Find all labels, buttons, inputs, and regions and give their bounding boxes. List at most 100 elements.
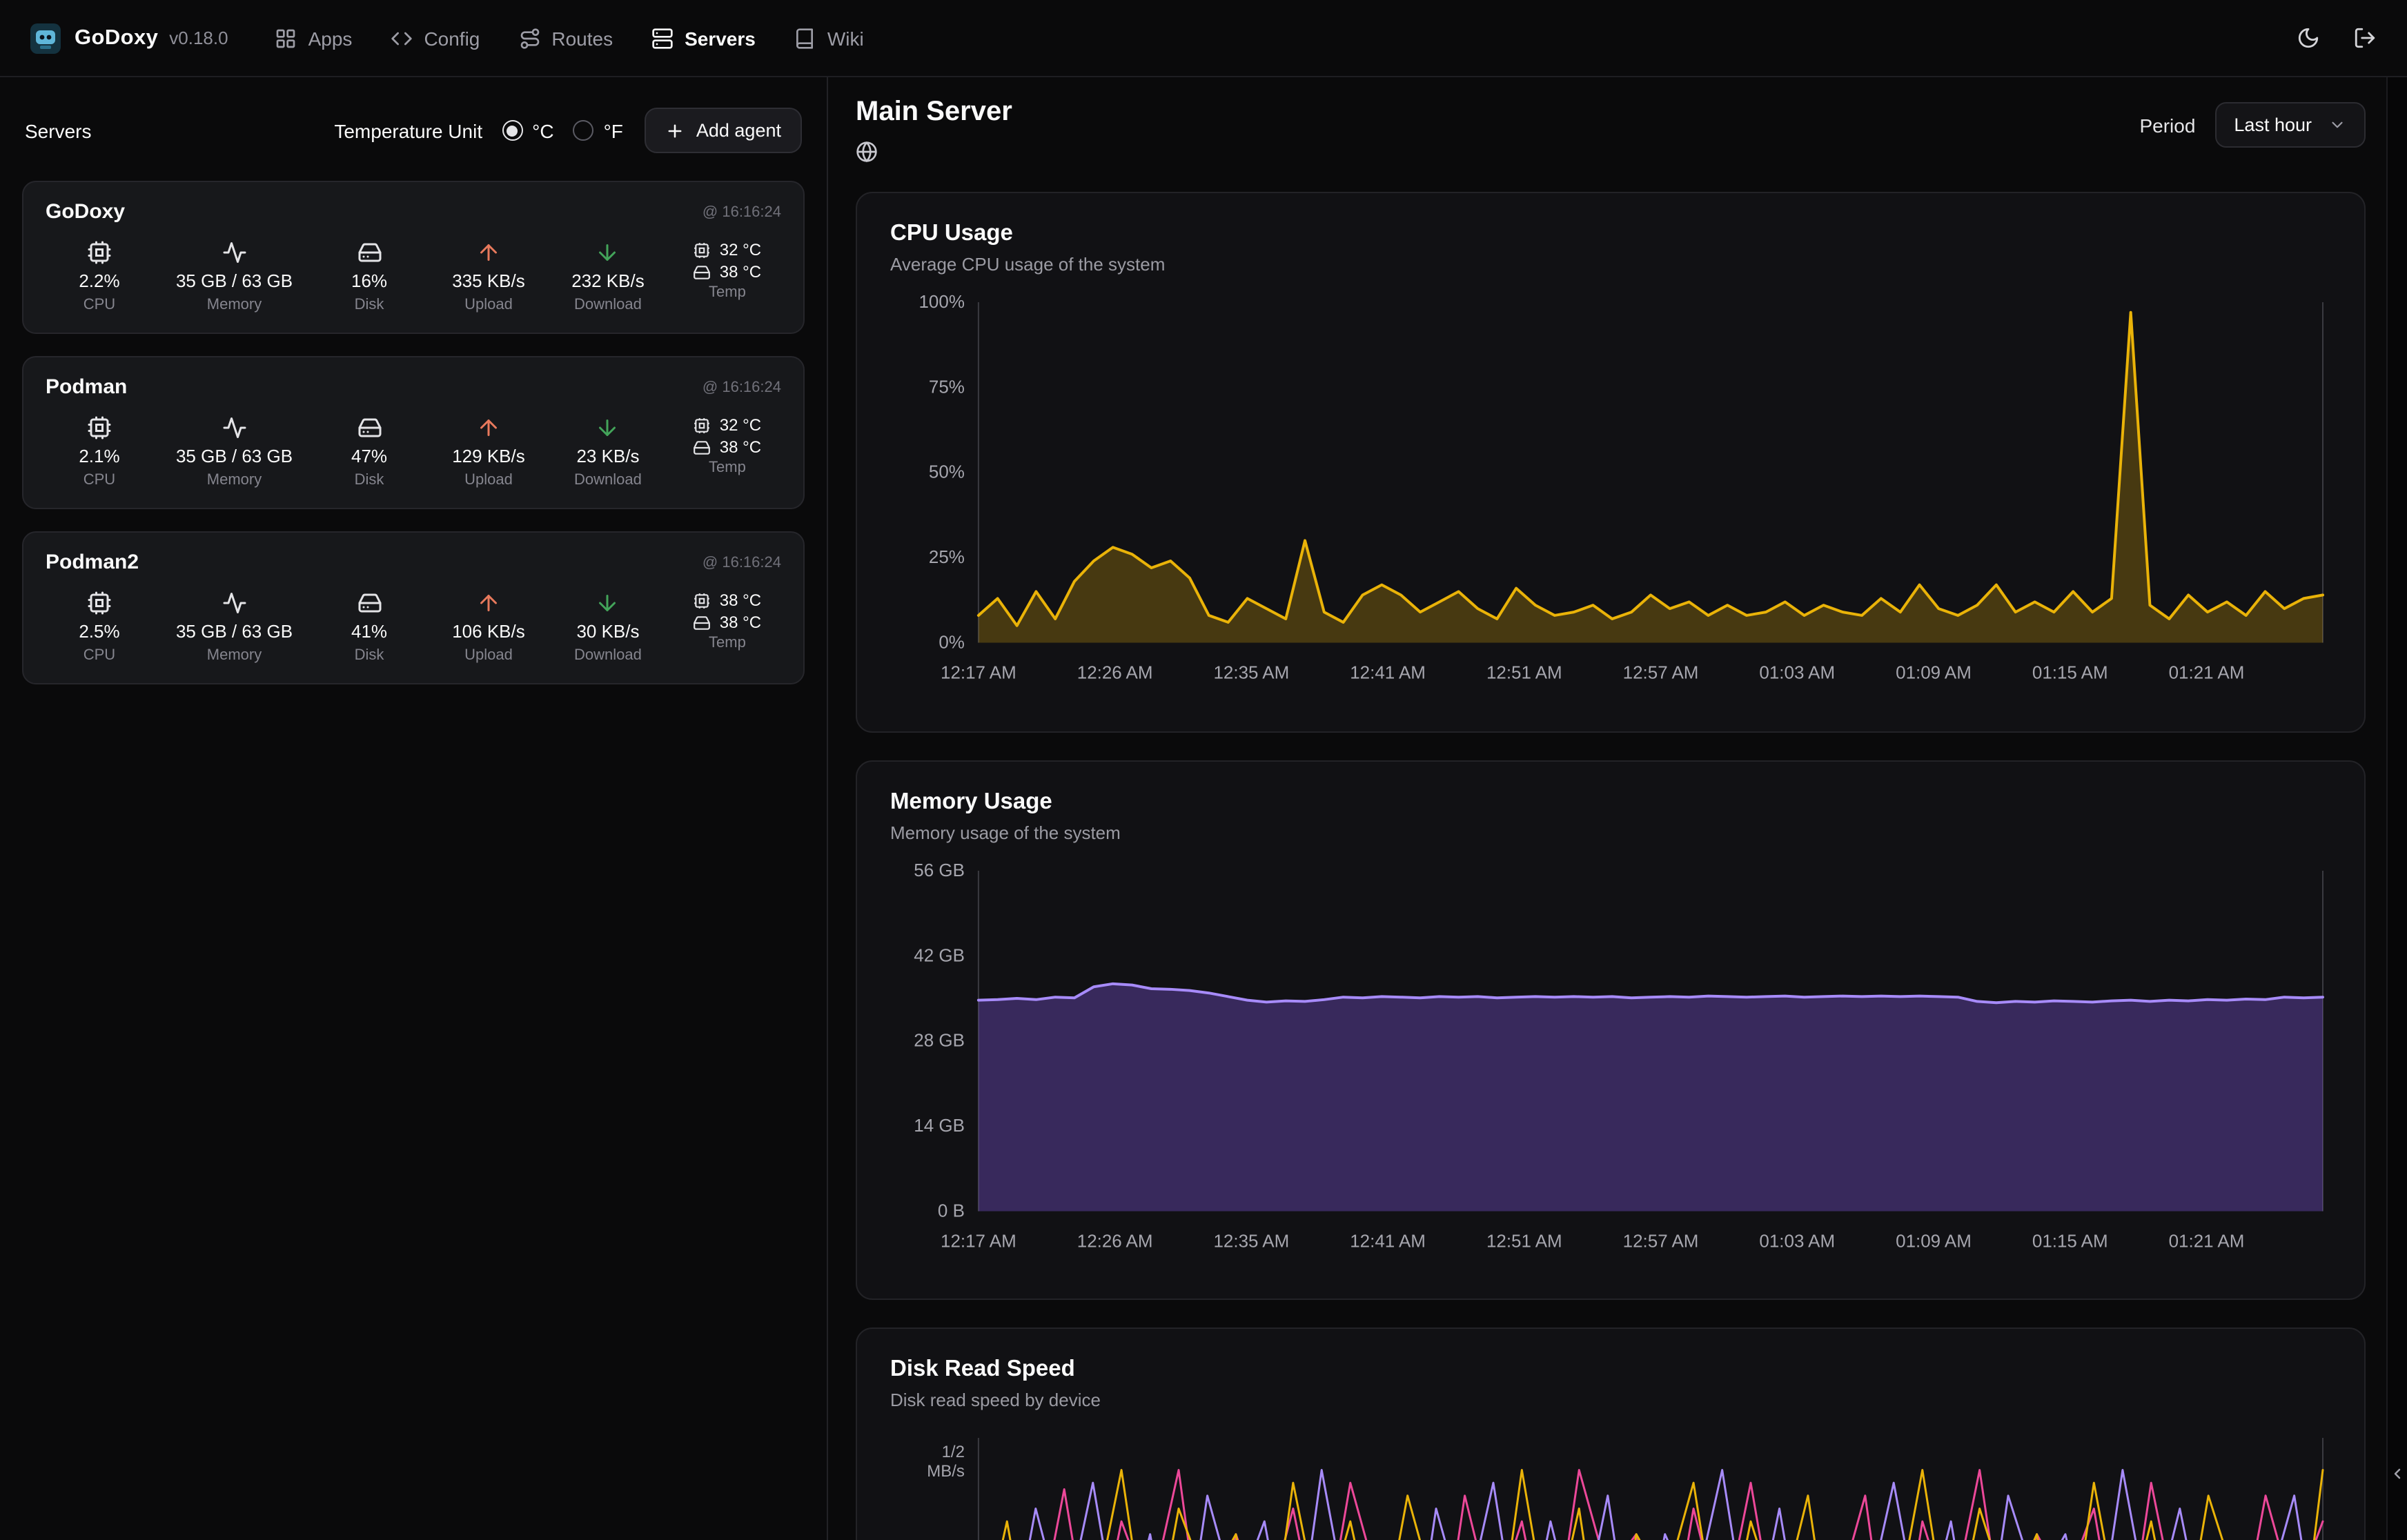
nav-item-config[interactable]: Config [391, 27, 480, 49]
disk-read-speed-chart: 1/2MB/s [927, 1438, 2324, 1540]
svg-text:01:21 AM: 01:21 AM [2169, 662, 2245, 682]
book-icon [796, 28, 814, 48]
svg-text:28 GB: 28 GB [914, 1029, 965, 1050]
cpu-stat: 2.5% CPU [57, 591, 142, 664]
svg-text:01:03 AM: 01:03 AM [1759, 662, 1835, 682]
radio-fahrenheit[interactable]: °F [573, 119, 623, 141]
svg-text:12:51 AM: 12:51 AM [1486, 662, 1562, 682]
panel-collapse-strip [2386, 77, 2407, 1540]
server-card-podman2[interactable]: Podman2 @ 16:16:24 2.5% CPU 35 GB / 63 G… [22, 531, 805, 684]
route-icon [520, 28, 539, 48]
svg-text:01:15 AM: 01:15 AM [2032, 1230, 2108, 1251]
arrow-up-icon [476, 415, 501, 440]
radio-celsius-control[interactable] [502, 120, 523, 141]
svg-text:12:35 AM: 12:35 AM [1213, 662, 1289, 682]
upload-stat: 335 KB/s Upload [446, 240, 531, 313]
upload-stat: 129 KB/s Upload [446, 415, 531, 488]
nav-item-label: Wiki [827, 27, 864, 49]
chart-title: Disk Read Speed [890, 1356, 1075, 1382]
chart-subtitle: Disk read speed by device [890, 1390, 1101, 1411]
temperature-stat: 32 °C 38 °C Temp [685, 240, 770, 313]
nav-item-apps[interactable]: Apps [275, 27, 353, 49]
activity-icon [222, 591, 247, 615]
logout-button[interactable] [2353, 26, 2377, 50]
download-stat: 23 KB/s Download [565, 415, 651, 488]
plus-icon [669, 124, 682, 137]
radio-celsius[interactable]: °C [502, 119, 554, 141]
svg-text:50%: 50% [929, 462, 965, 482]
memory-stat: 35 GB / 63 GB Memory [176, 591, 293, 664]
version-label: v0.18.0 [169, 28, 228, 48]
cpu-temp-icon [694, 241, 711, 259]
svg-text:12:17 AM: 12:17 AM [941, 662, 1016, 682]
add-agent-label: Add agent [696, 120, 781, 141]
period-select[interactable]: Last hour [2214, 102, 2366, 148]
svg-text:01:15 AM: 01:15 AM [2032, 662, 2108, 682]
svg-text:14 GB: 14 GB [914, 1115, 965, 1136]
servers-sidebar: Servers Temperature Unit °C °F [0, 77, 828, 1540]
server-card-godoxy[interactable]: GoDoxy @ 16:16:24 2.2% CPU 35 GB / 63 GB… [22, 181, 805, 334]
brand-name: GoDoxy [75, 26, 159, 49]
svg-text:100%: 100% [918, 291, 964, 312]
hard-drive-icon [357, 591, 382, 615]
arrow-up-icon [476, 591, 501, 615]
cpu-icon [87, 591, 112, 615]
server-name: Podman [46, 375, 128, 399]
period-label: Period [2139, 114, 2196, 136]
navbar: GoDoxy v0.18.0 Apps Config Routes Server [0, 0, 2407, 77]
activity-icon [222, 240, 247, 265]
chart-title: CPU Usage [890, 221, 1013, 246]
apps-grid-icon [277, 28, 295, 48]
godoxy-logo-icon[interactable] [30, 23, 61, 53]
svg-text:12:26 AM: 12:26 AM [1077, 662, 1153, 682]
hard-drive-icon [357, 415, 382, 440]
radio-fahrenheit-control[interactable] [573, 120, 594, 141]
memory-usage-card: Memory Usage Memory usage of the system … [856, 760, 2366, 1301]
memory-stat: 35 GB / 63 GB Memory [176, 415, 293, 488]
arrow-down-icon [596, 240, 620, 265]
nav-item-servers[interactable]: Servers [651, 27, 756, 49]
logout-icon [2355, 28, 2375, 48]
upload-stat: 106 KB/s Upload [446, 591, 531, 664]
svg-text:12:57 AM: 12:57 AM [1623, 662, 1699, 682]
collapse-chevron-icon[interactable] [2389, 1465, 2406, 1482]
globe-icon[interactable] [856, 141, 878, 163]
svg-text:0 B: 0 B [938, 1200, 965, 1221]
cpu-stat: 2.1% CPU [57, 415, 142, 488]
theme-toggle-button[interactable] [2297, 26, 2320, 50]
svg-text:56 GB: 56 GB [914, 859, 965, 880]
server-card-podman[interactable]: Podman @ 16:16:24 2.1% CPU 35 GB / 63 GB… [22, 356, 805, 509]
nav-item-label: Config [424, 27, 480, 49]
disk-temp-icon [694, 613, 711, 631]
download-stat: 232 KB/s Download [565, 240, 651, 313]
cpu-temp-icon [694, 416, 711, 434]
add-agent-button[interactable]: Add agent [645, 108, 802, 153]
svg-text:MB/s: MB/s [927, 1463, 965, 1481]
svg-text:01:21 AM: 01:21 AM [2169, 1230, 2245, 1251]
nav-item-wiki[interactable]: Wiki [794, 27, 864, 49]
cpu-icon [87, 415, 112, 440]
page-title: Main Server [856, 97, 1012, 127]
svg-text:25%: 25% [929, 546, 965, 567]
period-value: Last hour [2234, 115, 2312, 135]
arrow-down-icon [596, 591, 620, 615]
cpu-usage-card: CPU Usage Average CPU usage of the syste… [856, 192, 2366, 733]
radio-fahrenheit-label: °F [603, 119, 623, 141]
nav-item-routes[interactable]: Routes [518, 27, 613, 49]
arrow-up-icon [476, 240, 501, 265]
temperature-stat: 32 °C 38 °C Temp [685, 415, 770, 488]
server-name: GoDoxy [46, 200, 126, 224]
nav-item-label: Apps [308, 27, 353, 49]
arrow-down-icon [596, 415, 620, 440]
disk-read-speed-card: Disk Read Speed Disk read speed by devic… [856, 1327, 2366, 1540]
svg-text:01:09 AM: 01:09 AM [1896, 1230, 1972, 1251]
chevron-down-icon [2332, 121, 2343, 128]
svg-text:12:35 AM: 12:35 AM [1213, 1230, 1289, 1251]
temperature-unit-label: Temperature Unit [334, 119, 483, 141]
memory-stat: 35 GB / 63 GB Memory [176, 240, 293, 313]
temperature-unit-group: Temperature Unit °C °F [334, 119, 623, 141]
svg-text:01:09 AM: 01:09 AM [1896, 662, 1972, 682]
svg-text:12:57 AM: 12:57 AM [1623, 1230, 1699, 1251]
sidebar-title: Servers [25, 119, 92, 141]
